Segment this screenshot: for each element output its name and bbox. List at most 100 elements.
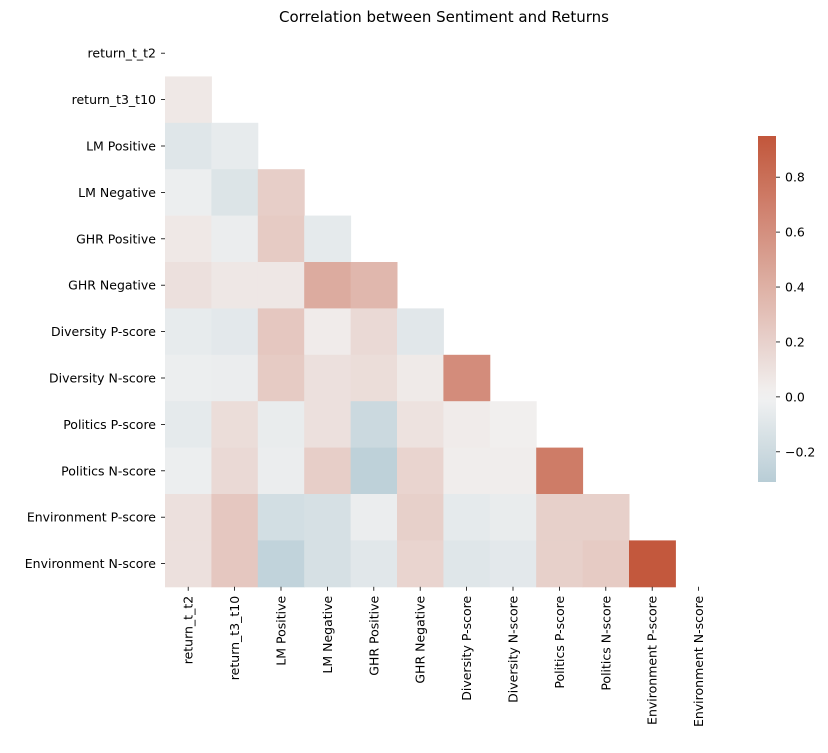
x-tick-label: Environment N-score	[691, 596, 706, 728]
heatmap-cell	[165, 122, 212, 170]
heatmap-cell	[257, 540, 305, 588]
heatmap-cell	[304, 494, 352, 541]
heatmap-cell	[165, 401, 212, 449]
x-tick-label: Diversity P-score	[459, 595, 474, 700]
heatmap-cell	[165, 169, 212, 217]
heatmap-cell	[211, 215, 259, 263]
heatmap-cell	[165, 308, 212, 356]
y-tick-label: LM Positive	[86, 139, 156, 154]
heatmap-cell	[397, 447, 444, 495]
colorbar-tick-label: 0.8	[785, 170, 805, 185]
y-tick-label: LM Negative	[78, 185, 156, 200]
heatmap-cell	[165, 447, 212, 495]
x-tick-label: return_t3_t10	[227, 596, 242, 680]
heatmap-cell	[211, 401, 259, 449]
heatmap-cell	[582, 494, 630, 541]
heatmap-cell	[257, 354, 305, 402]
heatmap-cell	[211, 354, 259, 402]
heatmap-cell	[350, 401, 398, 449]
heatmap-cell	[397, 494, 444, 541]
heatmap-cell	[211, 262, 259, 309]
heatmap-cell	[304, 447, 352, 495]
heatmap-cell	[257, 262, 305, 309]
y-tick-label: Environment N-score	[25, 556, 157, 571]
heatmap-cell	[165, 76, 212, 124]
heatmap-cell	[165, 540, 212, 588]
heatmap-cell	[257, 401, 305, 449]
heatmap-cell	[397, 540, 444, 588]
x-tick-label: Environment P-score	[645, 595, 660, 724]
heatmap-cell	[536, 447, 584, 495]
heatmap-cell	[304, 401, 352, 449]
heatmap-cell	[350, 354, 398, 402]
heatmap-cells	[165, 76, 676, 588]
heatmap-cell	[350, 447, 398, 495]
y-tick-label: Diversity N-score	[49, 371, 156, 386]
colorbar-tick-label: 0.6	[785, 225, 805, 240]
colorbar-tick-label: −0.2	[785, 444, 815, 459]
x-tick-label: GHR Positive	[366, 595, 381, 675]
heatmap-cell	[443, 401, 491, 449]
heatmap-cell	[350, 262, 398, 309]
heatmap-cell	[211, 169, 259, 217]
heatmap-cell	[350, 308, 398, 356]
colorbar-gradient	[758, 136, 776, 482]
heatmap-cell	[397, 308, 444, 356]
heatmap-cell	[211, 122, 259, 170]
x-tick-label: LM Positive	[274, 596, 289, 666]
heatmap-cell	[582, 540, 630, 588]
y-tick-label: GHR Negative	[68, 278, 156, 293]
heatmap-cell	[257, 215, 305, 263]
y-tick-label: Politics N-score	[61, 463, 156, 478]
colorbar: 0.8 0.6 0.4 0.2 0.0 −0.2	[758, 136, 815, 482]
heatmap-cell	[165, 354, 212, 402]
heatmap-cell	[489, 494, 537, 541]
heatmap-cell	[211, 540, 259, 588]
heatmap-cell	[257, 308, 305, 356]
heatmap-cell	[443, 494, 491, 541]
heatmap-cell	[489, 401, 537, 449]
heatmap-cell	[304, 354, 352, 402]
heatmap-cell	[304, 262, 352, 309]
x-tick-label: Politics P-score	[552, 595, 567, 688]
heatmap-cell	[536, 494, 584, 541]
heatmap-cell	[489, 540, 537, 588]
heatmap-cell	[165, 494, 212, 541]
heatmap-cell	[536, 540, 584, 588]
heatmap-cell	[257, 169, 305, 217]
y-tick-label: GHR Positive	[76, 231, 156, 246]
x-tick-label: GHR Negative	[413, 595, 428, 683]
heatmap-cell	[489, 447, 537, 495]
heatmap-cell	[443, 447, 491, 495]
heatmap-cell	[304, 308, 352, 356]
heatmap-cell	[257, 494, 305, 541]
heatmap-cell	[211, 447, 259, 495]
y-tick-label: return_t_t2	[88, 46, 156, 61]
heatmap-cell	[211, 308, 259, 356]
y-tick-label: return_t3_t10	[72, 92, 156, 107]
heatmap-cell	[443, 540, 491, 588]
heatmap-cell	[350, 540, 398, 588]
heatmap-cell	[304, 215, 352, 263]
x-tick-label: return_t_t2	[181, 596, 196, 664]
heatmap-cell	[397, 354, 444, 402]
colorbar-tick-label: 0.0	[785, 389, 805, 404]
y-tick-labels: return_t_t2 return_t3_t10 LM Positive LM Ne…	[25, 46, 165, 571]
heatmap-cell	[443, 354, 491, 402]
x-tick-label: Politics N-score	[598, 595, 613, 690]
heatmap-cell	[629, 540, 676, 588]
heatmap-cell	[165, 262, 212, 309]
heatmap-cell	[397, 401, 444, 449]
chart-title: Correlation between Sentiment and Return…	[279, 8, 609, 26]
heatmap-cell	[304, 540, 352, 588]
x-tick-labels: return_t_t2 return_t3_t10 LM Positive LM Ne…	[181, 586, 706, 728]
heatmap-cell	[257, 447, 305, 495]
colorbar-tick-label: 0.2	[785, 334, 805, 349]
y-tick-label: Politics P-score	[63, 417, 156, 432]
y-tick-label: Diversity P-score	[51, 324, 156, 339]
x-tick-label: Diversity N-score	[506, 595, 521, 702]
x-tick-label: LM Negative	[320, 595, 335, 673]
colorbar-tick-label: 0.4	[785, 280, 805, 295]
heatmap-cell	[350, 494, 398, 541]
